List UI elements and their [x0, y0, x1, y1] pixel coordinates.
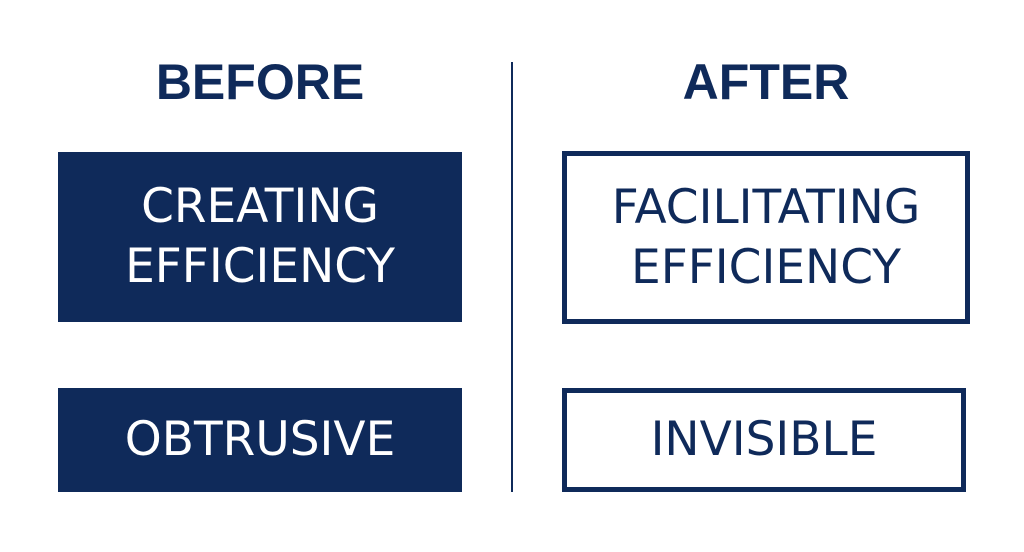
before-box-creating-efficiency: CREATING EFFICIENCY — [58, 152, 462, 322]
before-box-obtrusive: OBTRUSIVE — [58, 388, 462, 492]
before-box-line-1: CREATING — [141, 179, 379, 234]
before-box-line-2: EFFICIENCY — [125, 239, 395, 294]
after-box-line-1: FACILITATING — [611, 179, 921, 235]
before-box-creating-efficiency-text: CREATING EFFICIENCY — [125, 177, 395, 297]
after-heading: AFTER — [682, 54, 850, 110]
after-box-invisible: INVISIBLE — [562, 388, 966, 492]
before-box-obtrusive-text: OBTRUSIVE — [124, 412, 396, 467]
after-box-facilitating-efficiency-text: FACILITATING EFFICIENCY — [612, 178, 920, 298]
after-box-facilitating-efficiency: FACILITATING EFFICIENCY — [562, 151, 970, 324]
before-heading: BEFORE — [155, 54, 365, 110]
after-box-invisible-text: INVISIBLE — [650, 412, 878, 467]
column-divider — [511, 62, 513, 492]
after-box-line-2: EFFICIENCY — [631, 239, 901, 295]
